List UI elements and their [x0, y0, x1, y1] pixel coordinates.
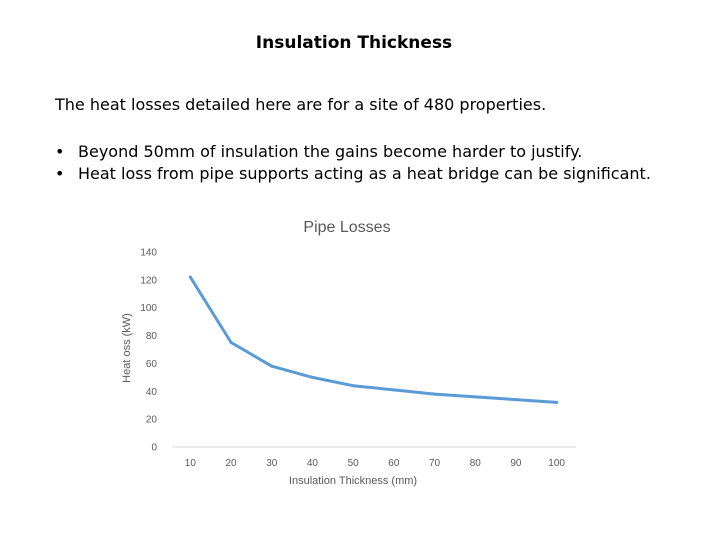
y-tick-label: 140: [140, 248, 157, 259]
x-tick-label: 30: [266, 458, 278, 469]
x-tick-label: 50: [348, 458, 360, 469]
data-point: [270, 364, 274, 368]
chart-title: Pipe Losses: [303, 219, 390, 236]
data-point: [473, 395, 477, 399]
y-tick-label: 80: [146, 331, 158, 342]
data-point: [229, 341, 233, 345]
bullet-text: Heat loss from pipe supports acting as a…: [78, 164, 651, 183]
bullet-item: • Beyond 50mm of insulation the gains bec…: [55, 141, 651, 163]
x-tick-label: 90: [510, 458, 522, 469]
bullet-marker: •: [55, 164, 65, 183]
x-tick-label: 40: [307, 458, 319, 469]
y-tick-label: 100: [140, 303, 157, 314]
data-point: [433, 392, 437, 396]
x-tick-label: 60: [388, 458, 400, 469]
y-tick-label: 40: [146, 387, 158, 398]
data-point: [310, 375, 314, 379]
slide-title: Insulation Thickness: [255, 33, 453, 53]
bullet-marker: •: [55, 142, 65, 161]
x-tick-label: 100: [548, 458, 565, 469]
heat-loss-line: [188, 275, 559, 404]
y-tick-label: 60: [146, 359, 158, 370]
bullet-list: • Beyond 50mm of insulation the gains bec…: [55, 141, 651, 185]
y-tick-labels: 0 20 40 60 80 100 120 140: [140, 248, 157, 454]
x-tick-label: 20: [225, 458, 237, 469]
bullet-text: Beyond 50mm of insulation the gains beco…: [78, 142, 583, 161]
y-axis-label: Heat oss (kW): [121, 313, 133, 383]
bullet-item: • Heat loss from pipe supports acting as …: [55, 163, 651, 185]
intro-text: The heat losses detailed here are for a …: [55, 95, 547, 114]
x-tick-label: 70: [429, 458, 441, 469]
x-tick-label: 10: [185, 458, 197, 469]
y-tick-label: 0: [151, 443, 157, 454]
x-axis-label: Insulation Thickness (mm): [289, 475, 417, 487]
data-point: [392, 388, 396, 392]
data-point: [188, 275, 192, 279]
x-tick-label: 80: [470, 458, 482, 469]
data-point: [555, 400, 559, 404]
y-tick-label: 20: [146, 415, 158, 426]
data-point: [514, 398, 518, 402]
data-point: [351, 384, 355, 388]
x-tick-labels: 10 20 30 40 50 60 70 80 90 100: [185, 458, 566, 469]
y-tick-label: 120: [140, 275, 157, 286]
